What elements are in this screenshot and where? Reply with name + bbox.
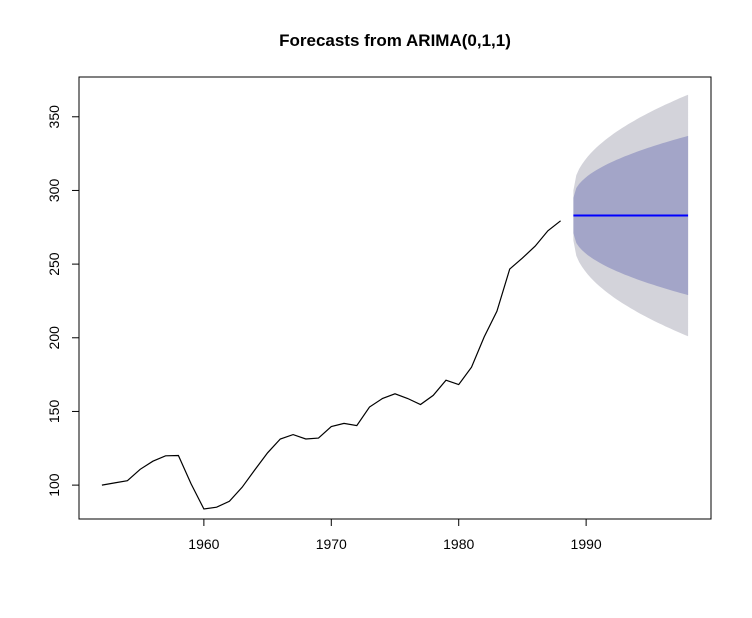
- y-tick-label: 150: [46, 400, 62, 424]
- y-tick-label: 200: [46, 326, 62, 350]
- y-tick-label: 250: [46, 252, 62, 276]
- observed-series-layer: [101, 220, 561, 510]
- y-tick-label: 350: [46, 105, 62, 129]
- chart-title: Forecasts from ARIMA(0,1,1): [279, 31, 511, 50]
- x-tick-label: 1970: [316, 536, 347, 552]
- x-tick-label: 1960: [188, 536, 219, 552]
- y-tick-label: 100: [46, 473, 62, 497]
- x-tick-label: 1990: [571, 536, 602, 552]
- x-tick-label: 1980: [443, 536, 474, 552]
- observed-series-line: [101, 220, 561, 510]
- axes-layer: 1960 1970 1980 1990 100 150 200 250 300 350: [46, 76, 712, 552]
- y-tick-label: 300: [46, 179, 62, 203]
